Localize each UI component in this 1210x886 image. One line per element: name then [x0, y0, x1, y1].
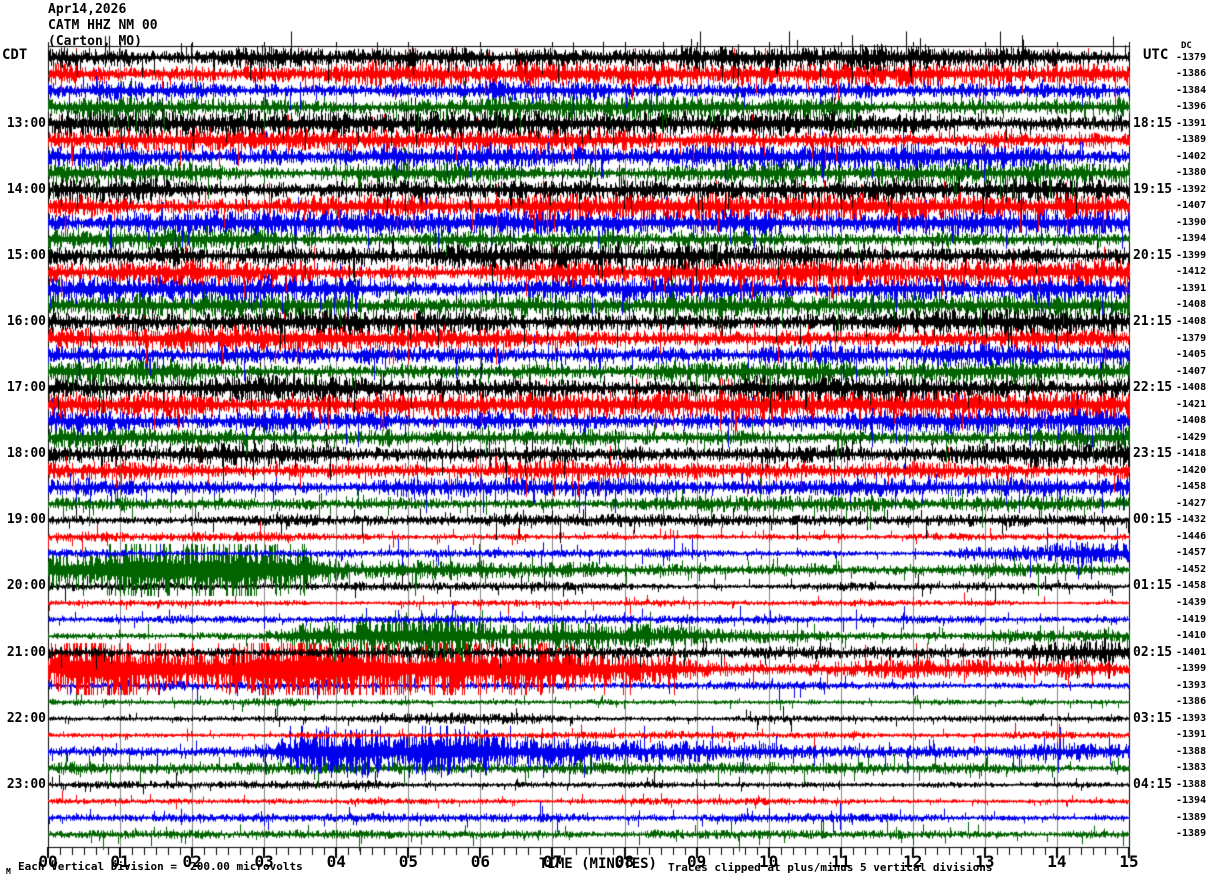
right-hour-label: 22:15 [1133, 380, 1173, 396]
x-axis-tick-label: 08 [614, 852, 635, 871]
dc-offset-value: -1412 [1176, 266, 1207, 278]
right-hour-label: 20:15 [1133, 247, 1173, 263]
dc-offset-value: -1390 [1176, 216, 1207, 228]
dc-offset-value: -1402 [1176, 150, 1207, 162]
dc-offset-value: -1408 [1176, 415, 1207, 427]
corner-watermark: M [6, 867, 11, 876]
x-axis-tick-label: 15 [1119, 852, 1139, 871]
header-date: Apr14,2026 [48, 2, 127, 17]
dc-offset-value: -1432 [1176, 514, 1207, 526]
dc-offset-value: -1380 [1176, 167, 1207, 179]
dc-offset-value: -1419 [1176, 613, 1207, 625]
dc-offset-value: -1383 [1176, 762, 1207, 774]
dc-offset-value: -1399 [1176, 663, 1207, 675]
dc-offset-value: -1391 [1176, 729, 1207, 741]
x-axis-title: TIME (MINUTES) [538, 856, 657, 872]
scale-note: Each Vertical Division = 200.00 microvol… [18, 860, 303, 873]
x-axis-tick-label: 09 [686, 852, 707, 871]
dc-offset-value: -1458 [1176, 481, 1207, 493]
dc-offset-value: -1420 [1176, 464, 1207, 476]
dc-offset-value: -1393 [1176, 679, 1207, 691]
header-station: CATM HHZ NM 00 [48, 18, 158, 33]
x-axis-tick-label: 02 [182, 852, 202, 871]
dc-offset-value: -1393 [1176, 712, 1207, 724]
dc-offset-value: -1421 [1176, 398, 1207, 410]
x-axis-tick-label: 00 [38, 852, 58, 871]
left-hour-label: 17:00 [6, 380, 46, 396]
dc-offset-value: -1389 [1176, 134, 1207, 146]
left-hour-label: 21:00 [6, 644, 46, 660]
clip-note: Traces clipped at plus/minus 5 vertical … [668, 861, 993, 874]
right-hour-label: 23:15 [1133, 446, 1173, 462]
right-hour-label: 21:15 [1133, 313, 1173, 329]
right-hour-label: 00:15 [1133, 512, 1173, 528]
dc-offset-value: -1446 [1176, 530, 1207, 542]
left-hour-label: 22:00 [6, 710, 46, 726]
dc-offset-value: -1391 [1176, 282, 1207, 294]
x-axis-tick-label: 04 [326, 852, 346, 871]
x-axis-tick-label: 12 [903, 852, 923, 871]
dc-offset-value: -1410 [1176, 630, 1207, 642]
left-hour-label: 16:00 [6, 313, 46, 329]
header-location: (Carton, MO) [48, 34, 142, 49]
left-hour-label: 13:00 [6, 115, 46, 131]
left-hour-label: 19:00 [6, 512, 46, 528]
dc-offset-value: -1379 [1176, 51, 1207, 63]
dc-offset-value: -1388 [1176, 778, 1207, 790]
dc-offset-value: -1389 [1176, 828, 1207, 840]
left-timezone-label: CDT [2, 47, 28, 63]
dc-offset-value: -1379 [1176, 332, 1207, 344]
dc-offset-value: -1392 [1176, 183, 1207, 195]
right-hour-label: 18:15 [1133, 115, 1173, 131]
x-axis-tick-label: 14 [1047, 852, 1067, 871]
dc-offset-value: -1399 [1176, 249, 1207, 261]
dc-offset-value: -1427 [1176, 497, 1207, 509]
left-hour-label: 23:00 [6, 776, 46, 792]
dc-offset-value: -1386 [1176, 68, 1207, 80]
x-axis-tick-label: 13 [975, 852, 995, 871]
x-axis-tick-label: 05 [398, 852, 418, 871]
dc-offset-value: -1389 [1176, 811, 1207, 823]
dc-offset-value: -1407 [1176, 200, 1207, 212]
dc-offset-value: -1391 [1176, 117, 1207, 129]
x-axis-tick-label: 11 [831, 852, 851, 871]
x-axis-tick-label: 10 [759, 852, 779, 871]
dc-offset-value: -1458 [1176, 580, 1207, 592]
dc-offset-value: -1408 [1176, 299, 1207, 311]
dc-offset-value: -1408 [1176, 315, 1207, 327]
dc-offset-value: -1407 [1176, 365, 1207, 377]
dc-offset-value: -1384 [1176, 84, 1207, 96]
right-hour-label: 04:15 [1133, 776, 1173, 792]
dc-offset-value: -1394 [1176, 795, 1207, 807]
dc-offset-value: -1394 [1176, 233, 1207, 245]
right-hour-label: 19:15 [1133, 181, 1173, 197]
right-hour-label: 03:15 [1133, 710, 1173, 726]
dc-offset-value: -1396 [1176, 101, 1207, 113]
right-hour-label: 02:15 [1133, 644, 1173, 660]
dc-offset-value: -1457 [1176, 547, 1207, 559]
left-hour-label: 20:00 [6, 578, 46, 594]
x-axis-tick-label: 03 [254, 852, 274, 871]
left-hour-label: 18:00 [6, 446, 46, 462]
dc-offset-value: -1418 [1176, 448, 1207, 460]
dc-offset-value: -1408 [1176, 382, 1207, 394]
dc-column-header: DC [1181, 41, 1192, 51]
left-hour-label: 15:00 [6, 247, 46, 263]
dc-offset-value: -1401 [1176, 646, 1207, 658]
dc-offset-value: -1429 [1176, 431, 1207, 443]
left-hour-label: 14:00 [6, 181, 46, 197]
right-timezone-label: UTC [1143, 47, 1169, 63]
x-axis-tick-label: 01 [110, 852, 130, 871]
x-axis-tick-label: 07 [542, 852, 563, 871]
dc-offset-value: -1452 [1176, 563, 1207, 575]
dc-offset-value: -1439 [1176, 596, 1207, 608]
x-axis-tick-label: 06 [470, 852, 491, 871]
dc-offset-value: -1386 [1176, 696, 1207, 708]
dc-offset-value: -1388 [1176, 745, 1207, 757]
right-hour-label: 01:15 [1133, 578, 1173, 594]
dc-offset-value: -1405 [1176, 349, 1207, 361]
